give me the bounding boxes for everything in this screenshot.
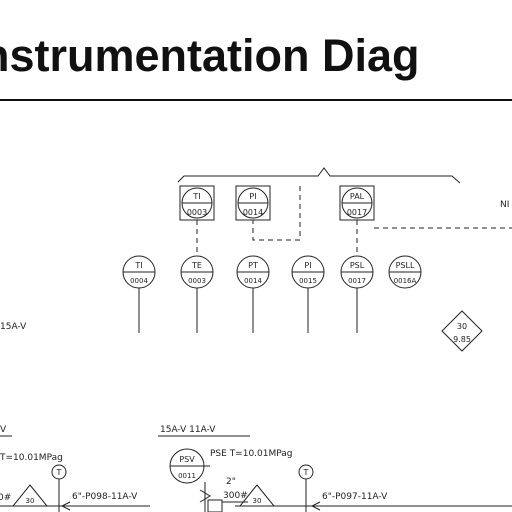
field-instrument-te: TE 0003	[180, 255, 214, 289]
flow-arrow-left	[60, 501, 71, 511]
rating-300: 300#	[223, 491, 248, 501]
instrument-tag: TI	[192, 192, 200, 201]
panel-instrument-pi: PI 0014	[235, 185, 271, 221]
page-title: nstrumentation Diag	[0, 30, 420, 81]
temperature-bubble-right: T	[298, 464, 314, 512]
pse-setpoint: PSE T=10.01MPag	[210, 449, 293, 459]
field-instrument-pi: PI 0015	[291, 255, 325, 289]
instrument-number: 0016A	[394, 277, 417, 285]
line-label-v: V	[0, 425, 7, 435]
instrument-tag: PAL	[350, 192, 365, 201]
panel-bracket	[177, 167, 461, 184]
instrument-tag: PSLL	[396, 261, 415, 270]
t-label: T	[56, 468, 62, 477]
instrument-number: 0004	[130, 277, 148, 285]
field-instrument-ti: TI 0004	[122, 255, 156, 289]
instrument-tag: TE	[191, 261, 202, 270]
line-label-left: 15A-V	[0, 322, 27, 332]
instrument-number: 0017	[347, 208, 367, 217]
relief-valve	[199, 482, 223, 512]
instrument-tag: PSL	[350, 261, 365, 270]
t-label: T	[303, 468, 309, 477]
instrument-tag: TI	[134, 261, 142, 270]
pipe-line-2: 6"-P097-11A-V	[322, 492, 388, 502]
signal-lines	[196, 186, 512, 256]
instrument-tag: PT	[248, 261, 258, 270]
panel-instrument-pal: PAL 0017	[339, 185, 375, 221]
instrument-number: 0017	[348, 277, 366, 285]
process-connections	[138, 288, 358, 333]
psv-tag: PSV	[179, 455, 195, 464]
ni-label: NI	[500, 200, 509, 210]
field-instrument-psll: PSLL 0016A	[388, 255, 422, 289]
set-pressure-left: T=10.01MPag	[0, 453, 63, 463]
instrument-number: 0014	[244, 277, 262, 285]
tri-left-text: 30	[26, 497, 35, 505]
diamond-top-text: 30	[457, 322, 467, 331]
diamond-bottom-text: 9.85	[453, 335, 471, 344]
pipe-spec-top: 15A-V 11A-V	[160, 425, 216, 435]
field-instrument-pt: PT 0014	[236, 255, 270, 289]
psv-instrument: PSV 0011	[169, 448, 210, 484]
rating-left: 0#	[0, 493, 11, 503]
instrument-tag: PI	[249, 192, 256, 201]
pipe-line-1: 6"-P098-11A-V	[72, 492, 138, 502]
interlock-diamond: 30 9.85	[441, 310, 483, 352]
instrument-tag: PI	[304, 261, 311, 270]
instrument-number: 0015	[299, 277, 317, 285]
field-instrument-psl: PSL 0017	[340, 255, 374, 289]
title-underline	[0, 99, 512, 101]
size-label: 2"	[226, 477, 236, 487]
spec-break-left: 30	[11, 484, 49, 507]
flow-arrow-right	[310, 501, 321, 511]
instrument-number: 0014	[243, 208, 263, 217]
instrument-number: 0003	[187, 208, 207, 217]
panel-instrument-ti: TI 0003	[179, 185, 215, 221]
psv-number: 0011	[178, 472, 196, 480]
tri-right-text: 30	[253, 497, 262, 505]
instrument-number: 0003	[188, 277, 206, 285]
